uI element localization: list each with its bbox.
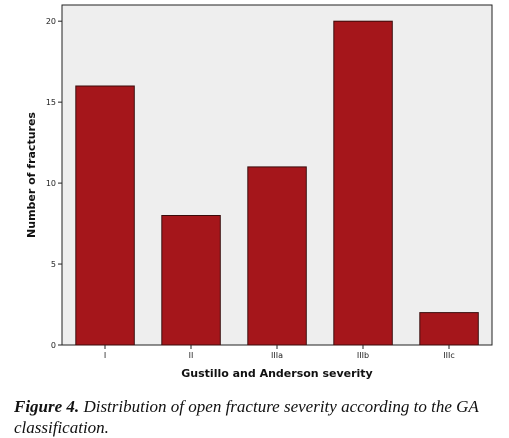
y-tick-label: 20 [46, 17, 56, 26]
bar-I [75, 85, 135, 346]
figure-caption: Figure 4. Distribution of open fracture … [14, 396, 504, 438]
y-tick-label: 5 [51, 260, 56, 269]
x-tick-label: II [189, 351, 194, 360]
x-tick-label: IIIc [443, 351, 454, 360]
x-tick-label: IIIb [357, 351, 369, 360]
figure-caption-text: Distribution of open fracture severity a… [14, 397, 479, 437]
bar-IIIb [333, 20, 393, 346]
bar-IIIa [247, 166, 307, 346]
figure-caption-label: Figure 4. [14, 397, 80, 416]
y-tick-label: 15 [46, 98, 56, 107]
y-axis-title: Number of fractures [25, 112, 38, 238]
x-tick-label: IIIa [271, 351, 283, 360]
bar-IIIc [419, 312, 479, 346]
x-axis-title: Gustillo and Anderson severity [181, 367, 372, 380]
y-tick-label: 0 [51, 341, 56, 350]
bar-II [161, 215, 221, 346]
y-tick-label: 10 [46, 179, 56, 188]
x-tick-label: I [104, 351, 106, 360]
